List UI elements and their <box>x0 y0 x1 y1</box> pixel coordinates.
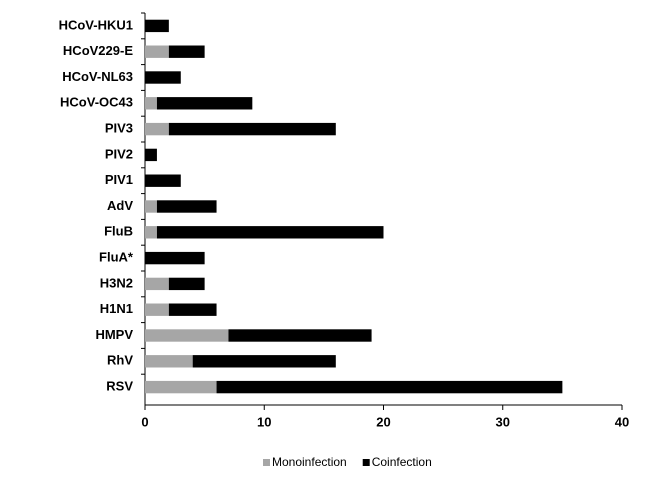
bar-segment <box>145 45 169 58</box>
bar-segment <box>156 226 384 239</box>
bar-segment <box>145 148 157 162</box>
x-tick-label: 10 <box>257 414 271 429</box>
bar-segment <box>145 329 229 342</box>
bar-segment <box>145 355 193 368</box>
x-tick-label: 30 <box>496 414 510 429</box>
legend-label: Monoinfection <box>272 455 347 469</box>
y-tick-label: PIV2 <box>105 146 133 161</box>
bar-segment <box>145 226 157 239</box>
bar-segment <box>156 97 253 110</box>
bar-segment <box>145 200 157 213</box>
y-tick-label: PIV3 <box>105 121 133 136</box>
bar-segment <box>228 329 372 342</box>
bar-segment <box>145 380 217 394</box>
y-tick-label: RhV <box>107 353 133 368</box>
y-tick-label: RSV <box>106 379 133 394</box>
bar-segment <box>156 200 217 213</box>
bar-segment <box>145 97 157 110</box>
y-tick-label: HCoV-HKU1 <box>59 17 133 32</box>
y-tick-label: H1N1 <box>100 301 133 316</box>
legend-label: Coinfection <box>372 455 432 469</box>
bar-segment <box>168 303 217 316</box>
bar-segment <box>216 380 563 394</box>
bar-segment <box>192 355 336 368</box>
bar-segment <box>145 71 181 84</box>
bar-segment <box>145 277 169 291</box>
bar-segment <box>145 122 169 136</box>
legend-swatch <box>263 459 270 466</box>
y-tick-label: HCoV229-E <box>63 43 133 58</box>
x-tick-label: 40 <box>615 414 629 429</box>
y-tick-label: HCoV-OC43 <box>60 95 133 110</box>
y-tick-label: PIV1 <box>105 172 133 187</box>
bar-segment <box>168 122 336 136</box>
bar-segment <box>168 277 205 291</box>
legend-swatch <box>362 459 370 466</box>
y-tick-label: HCoV-NL63 <box>62 69 133 84</box>
y-tick-label: H3N2 <box>100 275 133 290</box>
x-tick-label: 0 <box>141 414 148 429</box>
bar-segment <box>145 174 181 187</box>
y-tick-label: FluA* <box>99 250 134 265</box>
y-tick-label: HMPV <box>95 327 133 342</box>
bar-segment <box>168 45 205 58</box>
y-tick-label: FluB <box>104 224 133 239</box>
bar-segment <box>145 303 169 316</box>
bar-segment <box>145 19 169 33</box>
x-tick-label: 20 <box>376 414 390 429</box>
bar-segment <box>145 251 205 265</box>
y-tick-label: AdV <box>107 198 133 213</box>
